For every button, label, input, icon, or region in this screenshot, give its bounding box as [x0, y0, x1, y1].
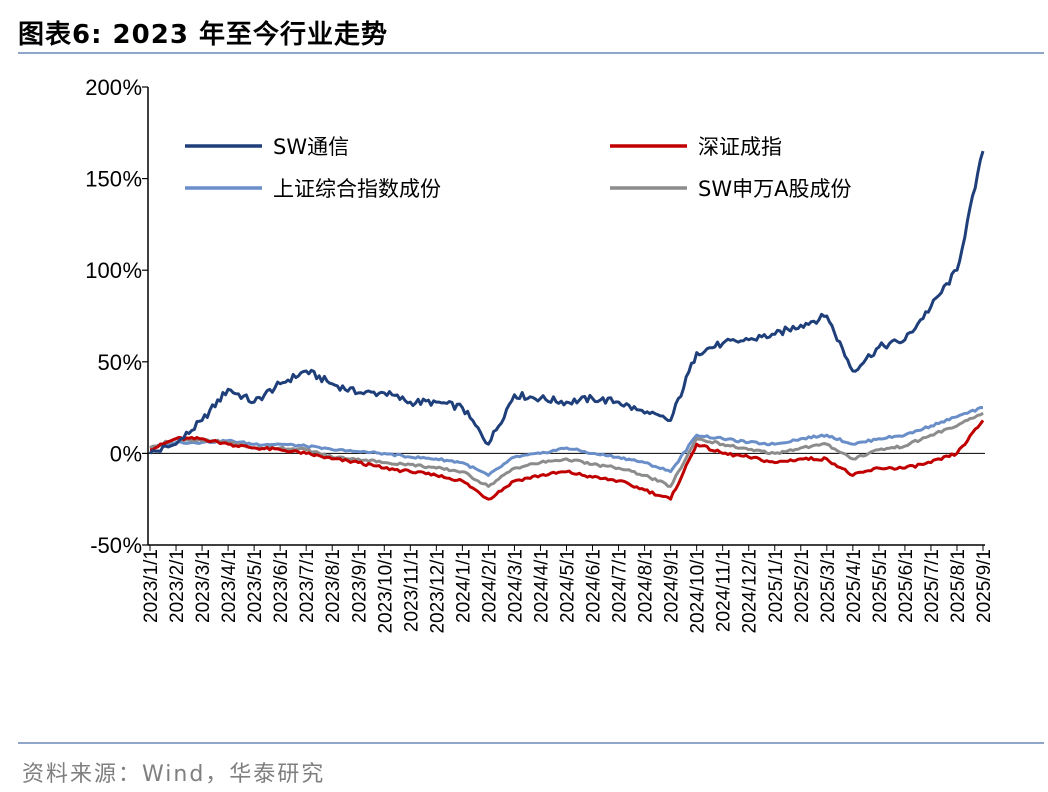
series-line-0 [148, 150, 985, 455]
figure-title: 图表6: 2023 年至今行业走势 [18, 20, 388, 50]
x-tick-label: 2023/9/1 [349, 549, 370, 623]
legend-label-3: SW申万A股成份 [698, 177, 851, 201]
x-tick-label: 2024/9/1 [662, 549, 683, 623]
y-tick-label: 100 [85, 258, 122, 283]
x-tick-label: 2023/10/1 [375, 549, 396, 634]
x-tick-label: 2025/7/1 [922, 549, 943, 623]
x-tick-label: 2024/5/1 [558, 549, 579, 623]
x-tick-label: 2024/10/1 [688, 549, 709, 634]
x-tick-label: 2023/6/1 [271, 549, 292, 623]
top-divider [18, 52, 1044, 54]
x-tick-label: 2023/11/1 [401, 549, 422, 632]
x-tick-label: 2024/6/1 [584, 549, 605, 623]
line-chart: -50 %0 %50 %100 %150 %200 %2023/1/1 2023/2/1 202… [85, 75, 995, 634]
legend-label-1: 深证成指 [698, 135, 782, 159]
y-tick-percent: % [122, 75, 142, 100]
y-tick-percent: % [122, 441, 142, 466]
x-tick-label: 2023/7/1 [297, 549, 318, 623]
source-note: 资料来源：Wind，华泰研究 [22, 762, 326, 787]
x-tick-label: 2025/2/1 [792, 549, 813, 623]
series-line-3 [149, 411, 984, 488]
y-tick-label: -50 [90, 533, 122, 558]
y-tick-percent: % [122, 533, 142, 558]
y-tick-label: 0 [110, 441, 122, 466]
x-tick-label: 2023/1/1 [141, 549, 162, 623]
x-tick-label: 2023/2/1 [167, 549, 188, 623]
bottom-divider [18, 742, 1044, 744]
legend-label-2: 上证综合指数成份 [273, 177, 441, 201]
x-tick-label: 2023/3/1 [193, 549, 214, 623]
x-tick-label: 2024/8/1 [636, 549, 657, 623]
x-tick-label: 2025/8/1 [948, 549, 969, 623]
x-tick-label: 2024/11/1 [714, 549, 735, 632]
x-tick-label: 2023/4/1 [219, 549, 240, 623]
x-tick-label: 2024/2/1 [479, 549, 500, 623]
chart-axes: -50 %0 %50 %100 %150 %200 %2023/1/1 2023/2/1 202… [85, 75, 995, 634]
x-tick-label: 2023/5/1 [245, 549, 266, 623]
y-tick-label: 150 [85, 167, 122, 192]
y-tick-percent: % [122, 350, 142, 375]
x-tick-label: 2024/3/1 [505, 549, 526, 623]
x-tick-label: 2025/3/1 [818, 549, 839, 623]
y-tick-percent: % [122, 258, 142, 283]
x-tick-label: 2023/8/1 [323, 549, 344, 623]
x-tick-label: 2024/4/1 [531, 549, 552, 623]
y-tick-percent: % [122, 167, 142, 192]
series-line-1 [149, 419, 985, 501]
x-tick-label: 2025/5/1 [870, 549, 891, 623]
x-tick-label: 2025/6/1 [896, 549, 917, 623]
series-line-2 [149, 406, 984, 477]
x-tick-label: 2025/9/1 [974, 549, 995, 623]
x-tick-label: 2024/7/1 [610, 549, 631, 623]
chart-series [148, 150, 985, 501]
x-tick-label: 2024/1/1 [453, 549, 474, 623]
legend-label-0: SW通信 [273, 135, 349, 159]
x-tick-label: 2023/12/1 [427, 549, 448, 634]
y-tick-label: 50 [98, 350, 122, 375]
x-tick-label: 2025/4/1 [844, 549, 865, 623]
x-tick-label: 2025/1/1 [766, 549, 787, 623]
y-tick-label: 200 [85, 75, 122, 100]
x-tick-label: 2024/12/1 [740, 549, 761, 634]
